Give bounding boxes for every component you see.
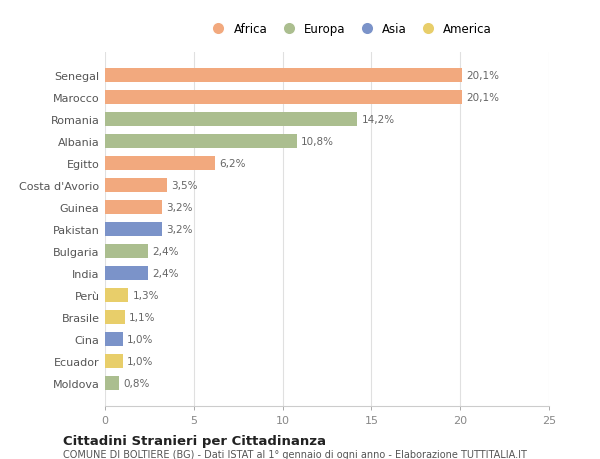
- Text: COMUNE DI BOLTIERE (BG) - Dati ISTAT al 1° gennaio di ogni anno - Elaborazione T: COMUNE DI BOLTIERE (BG) - Dati ISTAT al …: [63, 449, 527, 459]
- Bar: [105, 201, 162, 215]
- Text: 1,0%: 1,0%: [127, 356, 154, 366]
- Text: 14,2%: 14,2%: [362, 115, 395, 125]
- Text: 10,8%: 10,8%: [301, 137, 334, 147]
- Bar: [105, 376, 119, 390]
- Text: 2,4%: 2,4%: [152, 246, 179, 257]
- Text: 20,1%: 20,1%: [466, 93, 499, 103]
- Text: 3,2%: 3,2%: [166, 202, 193, 213]
- Text: 1,0%: 1,0%: [127, 334, 154, 344]
- Text: 0,8%: 0,8%: [124, 378, 150, 388]
- Bar: [105, 266, 148, 280]
- Bar: [105, 113, 357, 127]
- Text: 20,1%: 20,1%: [466, 71, 499, 81]
- Text: Cittadini Stranieri per Cittadinanza: Cittadini Stranieri per Cittadinanza: [63, 434, 326, 447]
- Bar: [105, 354, 123, 368]
- Bar: [105, 179, 167, 193]
- Bar: [105, 332, 123, 346]
- Bar: [105, 134, 297, 149]
- Bar: [105, 222, 162, 237]
- Text: 3,2%: 3,2%: [166, 224, 193, 235]
- Bar: [105, 310, 125, 325]
- Bar: [105, 69, 462, 83]
- Text: 3,5%: 3,5%: [172, 181, 198, 190]
- Text: 2,4%: 2,4%: [152, 269, 179, 278]
- Bar: [105, 157, 215, 171]
- Bar: [105, 288, 128, 302]
- Text: 6,2%: 6,2%: [220, 159, 246, 169]
- Bar: [105, 244, 148, 258]
- Text: 1,3%: 1,3%: [133, 290, 159, 300]
- Text: 1,1%: 1,1%: [129, 312, 155, 322]
- Bar: [105, 91, 462, 105]
- Legend: Africa, Europa, Asia, America: Africa, Europa, Asia, America: [206, 23, 492, 36]
